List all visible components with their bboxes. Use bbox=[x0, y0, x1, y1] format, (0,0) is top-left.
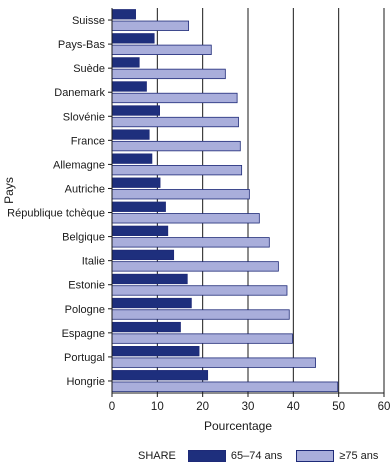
category-label-portugal: Portugal bbox=[64, 352, 105, 364]
bar-pologne-65-74 bbox=[111, 297, 192, 309]
bar-danemark-65-74 bbox=[111, 81, 147, 92]
category-label-pologne: Pologne bbox=[65, 304, 105, 316]
category-label-pays-bas: Pays-Bas bbox=[58, 39, 106, 51]
x-tick-labels: 0 10 20 30 40 50 60 bbox=[109, 393, 390, 413]
bar-pays-bas-75-plus bbox=[111, 44, 212, 55]
bar-suisse-75-plus bbox=[111, 20, 190, 31]
x-tick-label-60: 60 bbox=[378, 401, 390, 413]
bar-espagne-75-plus bbox=[111, 333, 293, 344]
category-labels: Suisse Pays-Bas Suède Danemark Slovénie Franc… bbox=[7, 15, 112, 388]
legend-item-75-plus: ≥75 ans bbox=[296, 450, 378, 462]
bar-estonie-65-74 bbox=[111, 273, 188, 285]
category-label-belgique: Belgique bbox=[62, 232, 105, 244]
bar-slov-nie-75-plus bbox=[111, 116, 239, 128]
legend-item-65-74: 65–74 ans bbox=[187, 450, 283, 462]
category-label-su-de: Suède bbox=[73, 63, 105, 75]
category-label-hongrie: Hongrie bbox=[66, 376, 105, 388]
legend-title: SHARE bbox=[138, 450, 176, 462]
category-label-autriche: Autriche bbox=[65, 183, 105, 195]
category-label-espagne: Espagne bbox=[62, 328, 105, 340]
bar-su-de-65-74 bbox=[111, 57, 140, 68]
category-label-r-publique-tch-que: République tchèque bbox=[7, 208, 105, 220]
x-tick-label-30: 30 bbox=[242, 401, 255, 413]
x-axis-title: Pourcentage bbox=[204, 419, 272, 433]
legend-label-65-74: 65–74 ans bbox=[230, 450, 283, 462]
category-label-suisse: Suisse bbox=[72, 15, 105, 27]
bar-italie-75-plus bbox=[111, 261, 279, 272]
legend-swatch-65-74 bbox=[187, 450, 226, 462]
category-label-slov-nie: Slovénie bbox=[63, 111, 105, 123]
bar-italie-65-74 bbox=[111, 249, 175, 261]
bar-estonie-75-plus bbox=[111, 285, 288, 296]
bar-r-publique-tch-que-75-plus bbox=[111, 213, 260, 224]
legend-label-75-plus: ≥75 ans bbox=[339, 450, 379, 462]
bar-hongrie-65-74 bbox=[111, 370, 209, 381]
legend-swatch-75-plus bbox=[296, 450, 335, 462]
bar-france-75-plus bbox=[111, 140, 241, 152]
category-label-italie: Italie bbox=[82, 256, 105, 268]
bar-r-publique-tch-que-65-74 bbox=[111, 201, 166, 212]
y-axis-title: Pays bbox=[2, 177, 16, 204]
bar-su-de-75-plus bbox=[111, 68, 226, 80]
legend: SHARE 65–74 ans ≥75 ans bbox=[138, 447, 390, 465]
bar-autriche-75-plus bbox=[111, 189, 250, 200]
bar-pologne-75-plus bbox=[111, 309, 290, 320]
category-label-allemagne: Allemagne bbox=[53, 159, 105, 171]
bar-suisse-65-74 bbox=[111, 9, 136, 20]
bar-belgique-75-plus bbox=[111, 237, 270, 248]
category-label-france: France bbox=[71, 135, 105, 147]
x-tick-label-10: 10 bbox=[151, 401, 164, 413]
category-label-estonie: Estonie bbox=[68, 280, 105, 292]
bar-espagne-65-74 bbox=[111, 321, 181, 333]
bars bbox=[111, 9, 339, 392]
bar-belgique-65-74 bbox=[111, 225, 169, 236]
category-label-danemark: Danemark bbox=[54, 87, 105, 99]
bar-france-65-74 bbox=[111, 129, 150, 140]
bar-danemark-75-plus bbox=[111, 92, 238, 104]
bar-pays-bas-65-74 bbox=[111, 33, 155, 44]
bar-portugal-75-plus bbox=[111, 357, 316, 368]
x-tick-label-20: 20 bbox=[196, 401, 209, 413]
bar-allemagne-65-74 bbox=[111, 153, 153, 164]
bar-slov-nie-65-74 bbox=[111, 105, 160, 116]
bar-autriche-65-74 bbox=[111, 177, 161, 188]
x-tick-label-40: 40 bbox=[287, 401, 300, 413]
bar-hongrie-75-plus bbox=[111, 381, 339, 392]
x-tick-label-0: 0 bbox=[109, 401, 115, 413]
x-tick-label-50: 50 bbox=[332, 401, 345, 413]
bar-portugal-65-74 bbox=[111, 346, 200, 357]
bar-allemagne-75-plus bbox=[111, 165, 243, 176]
